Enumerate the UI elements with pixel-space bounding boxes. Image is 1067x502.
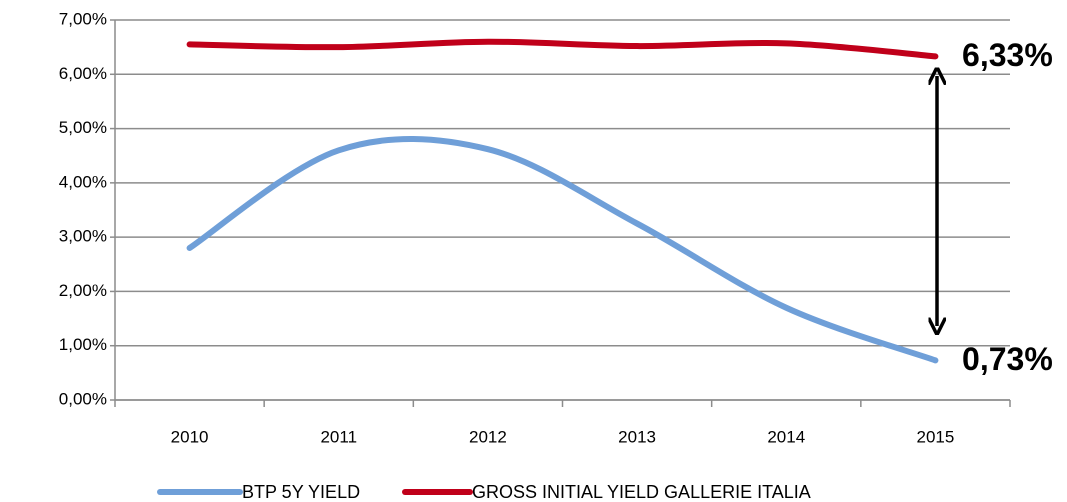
legend-label: GROSS INITIAL YIELD GALLERIE ITALIA <box>472 482 811 502</box>
x-tick-label: 2014 <box>767 427 805 446</box>
y-tick-label: 7,00% <box>59 9 107 28</box>
y-tick-label: 4,00% <box>59 172 107 191</box>
series-line <box>186 38 939 60</box>
y-tick-label: 1,00% <box>59 335 107 354</box>
x-tick-label: 2015 <box>917 427 955 446</box>
lines <box>186 38 939 364</box>
x-tick-label: 2010 <box>171 427 209 446</box>
y-tick-label: 6,00% <box>59 64 107 83</box>
grid <box>110 19 1011 407</box>
x-tick-label: 2011 <box>320 427 357 446</box>
y-tick-label: 5,00% <box>59 118 107 137</box>
y-tick-label: 3,00% <box>59 227 107 246</box>
series-line <box>186 135 939 364</box>
y-tick-label: 0,00% <box>59 389 107 408</box>
x-tick-label: 2012 <box>469 427 507 446</box>
legend-label: BTP 5Y YIELD <box>242 482 360 502</box>
y-tick-label: 2,00% <box>59 281 107 300</box>
value-label: 6,33% <box>962 37 1053 73</box>
x-tick-label: 2013 <box>618 427 656 446</box>
value-label: 0,73% <box>962 341 1053 377</box>
